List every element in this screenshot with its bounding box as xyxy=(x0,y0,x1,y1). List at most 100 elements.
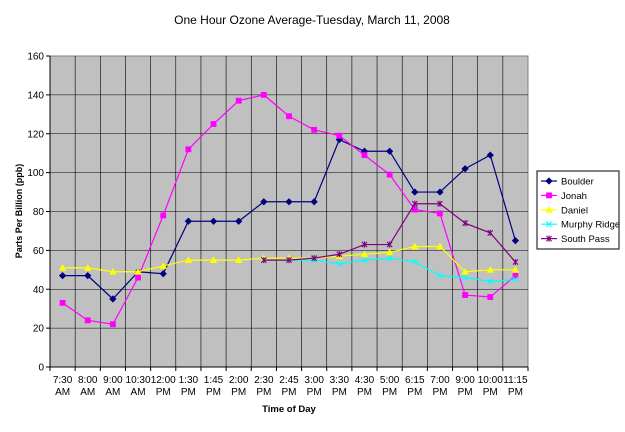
data-point xyxy=(184,256,193,263)
series-jonah xyxy=(59,91,519,328)
x-tick-label-period: AM xyxy=(55,387,70,398)
x-tick-label-period: PM xyxy=(282,387,297,398)
data-point xyxy=(260,198,268,206)
data-point xyxy=(209,217,218,225)
legend-label: South Pass xyxy=(561,234,610,245)
data-point xyxy=(462,274,469,281)
data-point xyxy=(84,264,92,271)
data-point xyxy=(546,192,552,199)
data-point xyxy=(411,200,418,207)
data-point xyxy=(411,206,418,213)
data-point xyxy=(386,241,393,248)
data-point xyxy=(109,295,117,303)
x-tick-label-time: 2:30 xyxy=(254,375,274,386)
y-tick-label: 100 xyxy=(27,168,44,179)
y-tick-label: 140 xyxy=(27,90,44,101)
data-point xyxy=(411,259,418,266)
data-point xyxy=(436,272,443,279)
data-point xyxy=(285,198,293,206)
grid-lines xyxy=(50,56,528,367)
x-tick-label-period: PM xyxy=(407,387,422,398)
data-point xyxy=(546,221,552,228)
data-point xyxy=(511,237,520,245)
x-tick-label-period: PM xyxy=(256,387,271,398)
y-tick-label: 160 xyxy=(27,52,44,63)
x-tick-label-time: 2:00 xyxy=(229,375,249,386)
data-point xyxy=(109,321,116,328)
x-tick-label-time: 9:00 xyxy=(103,375,123,386)
x-tick-label-time: 5:00 xyxy=(380,375,400,386)
data-point xyxy=(461,267,469,275)
x-tick-label-period: PM xyxy=(156,387,171,398)
x-axis-label: Time of Day xyxy=(262,404,316,415)
data-point xyxy=(134,267,142,275)
legend: Boulder Jonah Daniel Murphy Ridge South Pass xyxy=(536,170,620,250)
data-point xyxy=(84,272,92,280)
x-tick-label-period: PM xyxy=(382,387,397,398)
x-tick-label-period: PM xyxy=(483,387,498,398)
data-point xyxy=(235,97,242,104)
x-tick-label-time: 10:30 xyxy=(126,375,151,386)
x-tick-label-time: 6:15 xyxy=(405,375,425,386)
data-point xyxy=(386,255,393,262)
data-point xyxy=(311,126,318,133)
data-point xyxy=(361,152,368,159)
data-point xyxy=(486,265,494,273)
data-point xyxy=(336,260,343,267)
x-tick-label-period: PM xyxy=(206,387,221,398)
x-tick-label-period: AM xyxy=(131,387,146,398)
data-point xyxy=(135,274,141,281)
y-tick-label: 20 xyxy=(33,324,45,335)
data-point xyxy=(336,132,343,139)
legend-item-murphy-ridge: Murphy Ridge xyxy=(541,220,620,231)
data-point xyxy=(260,91,267,98)
data-point xyxy=(386,171,393,178)
x-tick-label-period: AM xyxy=(105,387,120,398)
x-tick-label-period: PM xyxy=(181,387,196,398)
x-tick-label-period: PM xyxy=(332,387,347,398)
x-tick-label-time: 12:00 xyxy=(151,375,176,386)
series-south-pass xyxy=(260,200,519,266)
series-lines xyxy=(58,91,520,328)
legend-label: Murphy Ridge xyxy=(561,220,620,231)
data-point xyxy=(462,220,469,227)
data-point xyxy=(487,278,494,285)
x-tick-label-time: 10:00 xyxy=(478,375,503,386)
data-point xyxy=(59,299,66,306)
data-point xyxy=(235,217,243,225)
data-point xyxy=(185,146,192,153)
data-point xyxy=(386,147,394,155)
legend-item-boulder: Boulder xyxy=(541,177,594,188)
data-point xyxy=(512,272,519,279)
data-point xyxy=(210,121,217,127)
data-point xyxy=(411,188,419,196)
data-point xyxy=(436,242,444,250)
x-tick-label-time: 3:00 xyxy=(304,375,324,386)
data-point xyxy=(286,256,292,264)
x-tick-label-period: PM xyxy=(458,387,473,398)
axes: 0204060801001201401607:30AM8:00AM9:00AM1… xyxy=(27,52,529,398)
x-tick-label-time: 8:00 xyxy=(78,375,98,386)
data-point xyxy=(411,242,419,250)
data-point xyxy=(361,241,368,248)
legend-item-daniel: Daniel xyxy=(541,205,588,216)
data-point xyxy=(310,198,318,206)
y-tick-label: 60 xyxy=(33,246,45,257)
legend-box xyxy=(536,170,620,250)
data-point xyxy=(58,272,67,280)
y-tick-label: 80 xyxy=(33,207,45,218)
legend-label: Jonah xyxy=(561,191,587,202)
